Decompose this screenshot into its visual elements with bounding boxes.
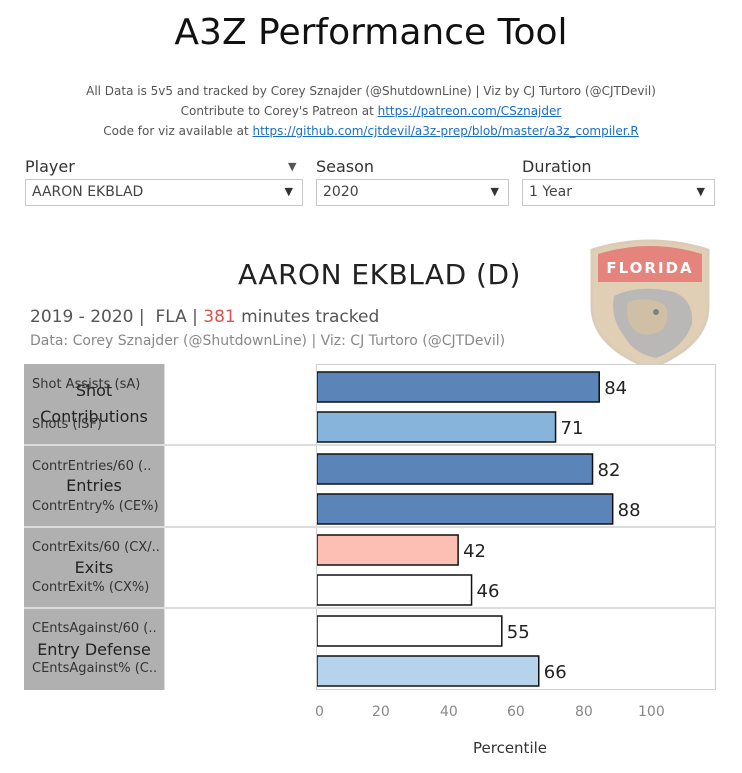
bar: [316, 411, 557, 443]
bar-value-label: 84: [604, 378, 627, 399]
logo-text: FLORIDA: [606, 259, 693, 277]
minutes-count: 381: [203, 307, 236, 327]
category-exits: Exits: [74, 557, 114, 577]
bar: [316, 371, 600, 403]
metric-label: ContrExits/60 (CX/..: [32, 540, 160, 555]
bar-chart: 84 71 82 88 42 46 55 66: [316, 371, 641, 687]
bar-value-label: 55: [507, 622, 530, 643]
duration-filter-label: Duration: [522, 157, 592, 176]
bar: [316, 655, 540, 687]
category-shot-contributions: Shot Contributions: [40, 381, 148, 426]
player-subline: 2019 - 2020 | FLA | 381 minutes tracked: [30, 307, 380, 327]
chart-grid: 84 71 82 88 42 46 55 66 Shot Contributions Entr…: [24, 364, 716, 690]
season-filter-label: Season: [316, 157, 375, 176]
player-filter-label: Player: [25, 157, 75, 176]
metric-label: ContrEntries/60 (..: [32, 459, 152, 474]
season-select-value: 2020: [323, 184, 359, 200]
credits-line: All Data is 5v5 and tracked by Corey Szn…: [86, 84, 656, 98]
bar-value-label: 82: [598, 460, 621, 481]
x-tick-label: 0: [315, 704, 324, 720]
bar-value-label: 66: [544, 662, 567, 683]
category-entry-defense: Entry Defense: [37, 639, 151, 659]
metric-label: Shots (iSF): [32, 417, 102, 432]
x-axis-label: Percentile: [473, 739, 548, 757]
metric-label: ContrEntry% (CE%): [32, 499, 159, 514]
data-credit: Data: Corey Sznajder (@ShutdownLine) | V…: [30, 333, 506, 349]
player-select-value: AARON EKBLAD: [32, 184, 144, 200]
bar: [316, 615, 503, 647]
bar: [316, 453, 594, 485]
bar: [316, 574, 473, 606]
chevron-down-icon: ▼: [284, 185, 293, 198]
x-tick-label: 60: [507, 704, 525, 720]
group-divider: [24, 444, 716, 446]
season-range: 2019 - 2020: [30, 307, 134, 327]
patreon-prefix: Contribute to Corey's Patreon at: [180, 104, 378, 118]
bar-value-label: 46: [477, 581, 500, 602]
patreon-link[interactable]: https://patreon.com/CSznajder: [377, 104, 562, 118]
category-entries: Entries: [66, 476, 122, 495]
code-prefix: Code for viz available at: [103, 124, 253, 138]
code-credit: Code for viz available at https://github…: [0, 124, 742, 138]
chevron-down-icon: ▼: [490, 185, 499, 198]
minutes-label: minutes tracked: [241, 307, 380, 327]
chevron-down-icon: ▼: [696, 185, 705, 198]
duration-select-value: 1 Year: [529, 184, 572, 200]
github-link[interactable]: https://github.com/cjtdevil/a3z-prep/blo…: [252, 124, 639, 138]
patreon-credit: Contribute to Corey's Patreon at https:/…: [0, 104, 742, 118]
metric-label: CEntsAgainst/60 (..: [32, 621, 157, 636]
bar: [316, 493, 614, 525]
bar-value-label: 42: [463, 541, 486, 562]
player-select[interactable]: AARON EKBLAD ▼: [25, 179, 303, 206]
team-code: FLA: [155, 307, 187, 327]
bar-value-label: 71: [561, 418, 584, 439]
player-name: AARON EKBLAD (D): [238, 258, 521, 291]
x-tick-label: 20: [372, 704, 390, 720]
florida-panthers-logo: FLORIDA: [590, 239, 710, 370]
filter-menu-icon[interactable]: ▼: [288, 160, 297, 173]
x-tick-label: 100: [638, 704, 665, 720]
metric-label: ContrExit% (CX%): [32, 580, 150, 595]
season-select[interactable]: 2020 ▼: [316, 179, 509, 206]
metric-label: CEntsAgainst% (C..: [32, 661, 158, 676]
page-title: A3Z Performance Tool: [174, 12, 568, 53]
duration-select[interactable]: 1 Year ▼: [522, 179, 715, 206]
metric-label: Shot Assists (sA): [32, 377, 141, 392]
group-divider: [24, 526, 716, 528]
group-divider: [24, 607, 716, 609]
bar-value-label: 88: [618, 500, 641, 521]
x-tick-label: 40: [440, 704, 458, 720]
bar: [316, 534, 459, 566]
x-tick-label: 80: [575, 704, 593, 720]
